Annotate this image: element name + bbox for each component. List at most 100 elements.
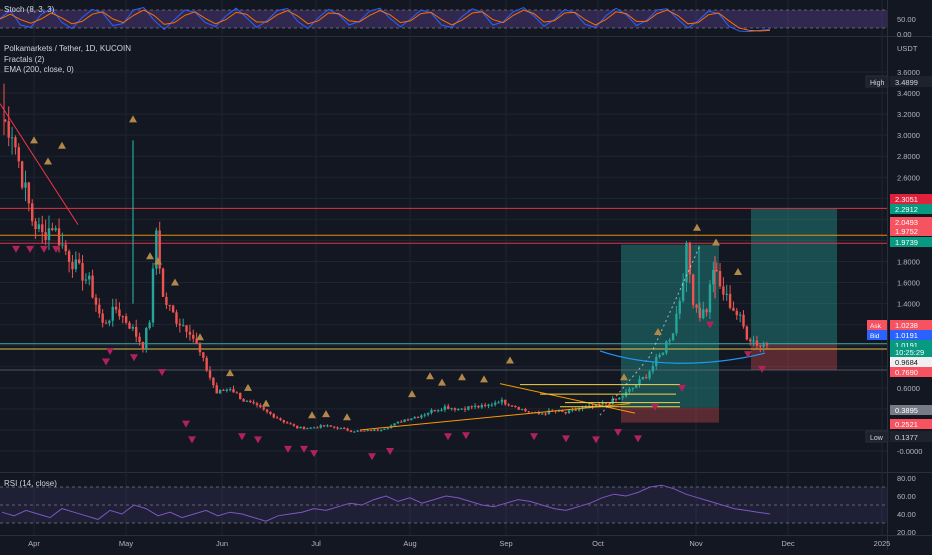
price-marker-label: Low bbox=[870, 435, 884, 442]
candle-body bbox=[74, 259, 78, 270]
stoch-band bbox=[0, 10, 887, 28]
candle-body bbox=[296, 425, 299, 429]
candle-body bbox=[685, 242, 688, 283]
price-tick-label: 0.6000 bbox=[897, 384, 920, 393]
candle-body bbox=[540, 413, 544, 415]
candle-body bbox=[369, 430, 373, 432]
candle-body bbox=[151, 268, 155, 323]
candle-body bbox=[426, 413, 430, 415]
candle-body bbox=[648, 371, 651, 379]
candle-body bbox=[245, 400, 249, 402]
fractals-legend[interactable]: Fractals (2) bbox=[4, 55, 45, 64]
time-tick-label: 2025 bbox=[874, 539, 891, 548]
ema-line bbox=[599, 350, 766, 364]
candle-body bbox=[678, 300, 681, 314]
candle-body bbox=[285, 422, 289, 424]
candle-body bbox=[725, 293, 728, 295]
candle-body bbox=[702, 309, 705, 319]
candle-body bbox=[712, 269, 715, 285]
price-tag-value: 1.0191 bbox=[895, 331, 918, 340]
horizontal-lines bbox=[0, 207, 887, 371]
candle-body bbox=[463, 408, 467, 410]
price-tag-box bbox=[890, 357, 932, 367]
fractal-down-marker bbox=[562, 435, 570, 443]
candle-body bbox=[507, 404, 510, 406]
candle-body bbox=[195, 338, 198, 345]
candle-body bbox=[564, 411, 567, 414]
candle-body bbox=[306, 428, 309, 430]
candle-body bbox=[765, 344, 769, 346]
fractal-down-marker bbox=[130, 354, 138, 362]
candle-body bbox=[420, 415, 423, 418]
price-tick-label: 3.0000 bbox=[897, 131, 920, 140]
candle-body bbox=[598, 404, 601, 406]
ema-legend[interactable]: EMA (200, close, 0) bbox=[4, 65, 74, 74]
rsi-price-axis[interactable]: 80.00 60.00 40.00 20.00 bbox=[897, 474, 916, 537]
candle-body bbox=[272, 413, 275, 418]
time-axis[interactable]: Apr May Jun Jul Aug Sep Oct Nov Dec 2025 bbox=[28, 539, 890, 548]
fractal-up-marker bbox=[458, 373, 466, 381]
rsi-pane[interactable] bbox=[0, 473, 887, 535]
candle-body bbox=[524, 409, 527, 412]
price-tag-value: 0.3895 bbox=[895, 406, 918, 415]
candle-body bbox=[571, 409, 574, 411]
fractal-down-marker bbox=[254, 436, 262, 444]
candle-body bbox=[17, 147, 20, 162]
candle-body bbox=[416, 417, 420, 419]
candle-body bbox=[27, 182, 31, 204]
candle-body bbox=[671, 333, 675, 340]
rsi-tick-label: 20.00 bbox=[897, 528, 916, 537]
fractal-up-marker bbox=[734, 268, 742, 276]
candle-body bbox=[349, 430, 353, 432]
downtrend-line bbox=[0, 103, 79, 225]
candle-body bbox=[675, 313, 678, 334]
candle-body bbox=[363, 430, 366, 432]
currency-label[interactable]: USDT bbox=[897, 44, 918, 53]
candle-body bbox=[64, 244, 67, 252]
price-tick-label: -0.0000 bbox=[897, 447, 922, 456]
price-tag-box bbox=[890, 226, 932, 236]
fractal-down-marker bbox=[12, 245, 20, 253]
rsi-legend[interactable]: RSI (14, close) bbox=[4, 479, 57, 488]
candle-body bbox=[148, 322, 151, 329]
candle-body bbox=[594, 404, 598, 407]
stoch-pane[interactable] bbox=[0, 0, 887, 36]
candle-body bbox=[383, 428, 386, 430]
candle-body bbox=[356, 430, 359, 432]
candle-body bbox=[430, 409, 433, 414]
price-tag-value: 2.0493 bbox=[895, 218, 918, 227]
candle-body bbox=[514, 405, 517, 408]
candle-body bbox=[299, 426, 302, 429]
stoch-price-axis[interactable]: 50.00 0.00 bbox=[897, 15, 916, 39]
stoch-tick-label: 0.00 bbox=[897, 30, 912, 39]
candle-body bbox=[641, 376, 645, 380]
fractal-down-marker bbox=[444, 433, 452, 441]
symbol-title[interactable]: Polkamarkets / Tether, 1D, KUCOIN bbox=[4, 44, 131, 53]
candle-body bbox=[108, 320, 111, 324]
stoch-legend[interactable]: Stoch (8, 3, 3) bbox=[4, 5, 55, 14]
price-tag-value: 0.9684 bbox=[895, 358, 918, 367]
price-axis[interactable]: 3.6000 3.4000 3.2000 3.0000 2.8000 2.6000 1.80… bbox=[897, 68, 922, 456]
gridlines bbox=[0, 0, 887, 535]
fractal-up-marker bbox=[480, 375, 488, 383]
candle-body bbox=[7, 121, 10, 138]
candle-body bbox=[470, 406, 473, 408]
candle-body bbox=[312, 427, 316, 429]
fractal-up-marker bbox=[712, 238, 720, 246]
candle-body bbox=[91, 275, 94, 298]
candle-body bbox=[161, 268, 165, 297]
candle-body bbox=[202, 352, 205, 358]
candle-body bbox=[57, 228, 61, 246]
candle-body bbox=[738, 314, 742, 316]
candle-body bbox=[71, 261, 74, 270]
fractal-down-marker bbox=[368, 453, 376, 461]
fractal-markers bbox=[12, 115, 766, 461]
candle-body bbox=[691, 274, 695, 305]
price-tag-box bbox=[890, 431, 932, 442]
candle-body bbox=[329, 425, 333, 427]
candle-body bbox=[265, 409, 269, 412]
fractal-down-marker bbox=[634, 435, 642, 443]
price-pane[interactable] bbox=[0, 37, 887, 472]
fractal-down-marker bbox=[462, 432, 470, 440]
